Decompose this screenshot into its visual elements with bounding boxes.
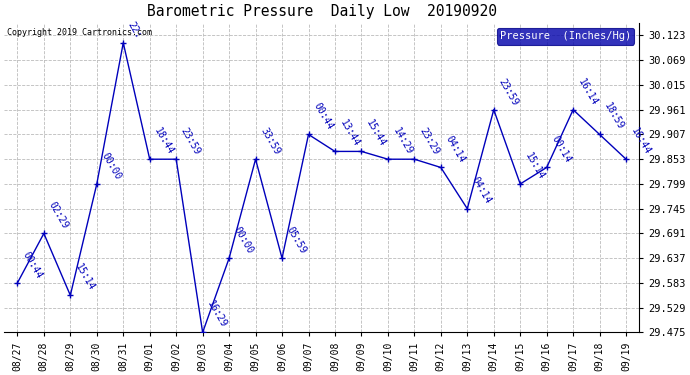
Text: 00:00: 00:00 <box>99 151 123 181</box>
Text: 00:44: 00:44 <box>20 250 43 280</box>
Text: 16:14: 16:14 <box>576 76 600 107</box>
Text: 15:14: 15:14 <box>73 262 97 292</box>
Text: 04:14: 04:14 <box>470 176 493 206</box>
Text: 22:: 22: <box>126 20 144 40</box>
Text: 23:29: 23:29 <box>417 126 440 156</box>
Text: 18:59: 18:59 <box>602 101 626 132</box>
Text: 00:00: 00:00 <box>232 225 255 255</box>
Text: 14:29: 14:29 <box>391 126 414 156</box>
Text: Copyright 2019 Cartronics.com: Copyright 2019 Cartronics.com <box>8 28 152 37</box>
Text: 00:14: 00:14 <box>549 134 573 165</box>
Text: 05:59: 05:59 <box>285 225 308 255</box>
Text: 00:44: 00:44 <box>311 101 335 132</box>
Title: Barometric Pressure  Daily Low  20190920: Barometric Pressure Daily Low 20190920 <box>147 4 497 19</box>
Text: 23:59: 23:59 <box>179 126 202 156</box>
Text: 23:59: 23:59 <box>497 76 520 107</box>
Text: 04:14: 04:14 <box>444 134 467 165</box>
Text: 33:59: 33:59 <box>258 126 282 156</box>
Text: 02:29: 02:29 <box>47 200 70 231</box>
Text: 18:44: 18:44 <box>152 126 176 156</box>
Text: 16:44: 16:44 <box>629 126 652 156</box>
Text: 15:44: 15:44 <box>364 118 388 148</box>
Text: 13:44: 13:44 <box>337 118 361 148</box>
Legend: Pressure  (Inches/Hg): Pressure (Inches/Hg) <box>497 28 634 45</box>
Text: 16:29: 16:29 <box>206 299 229 330</box>
Text: 15:14: 15:14 <box>523 151 546 181</box>
